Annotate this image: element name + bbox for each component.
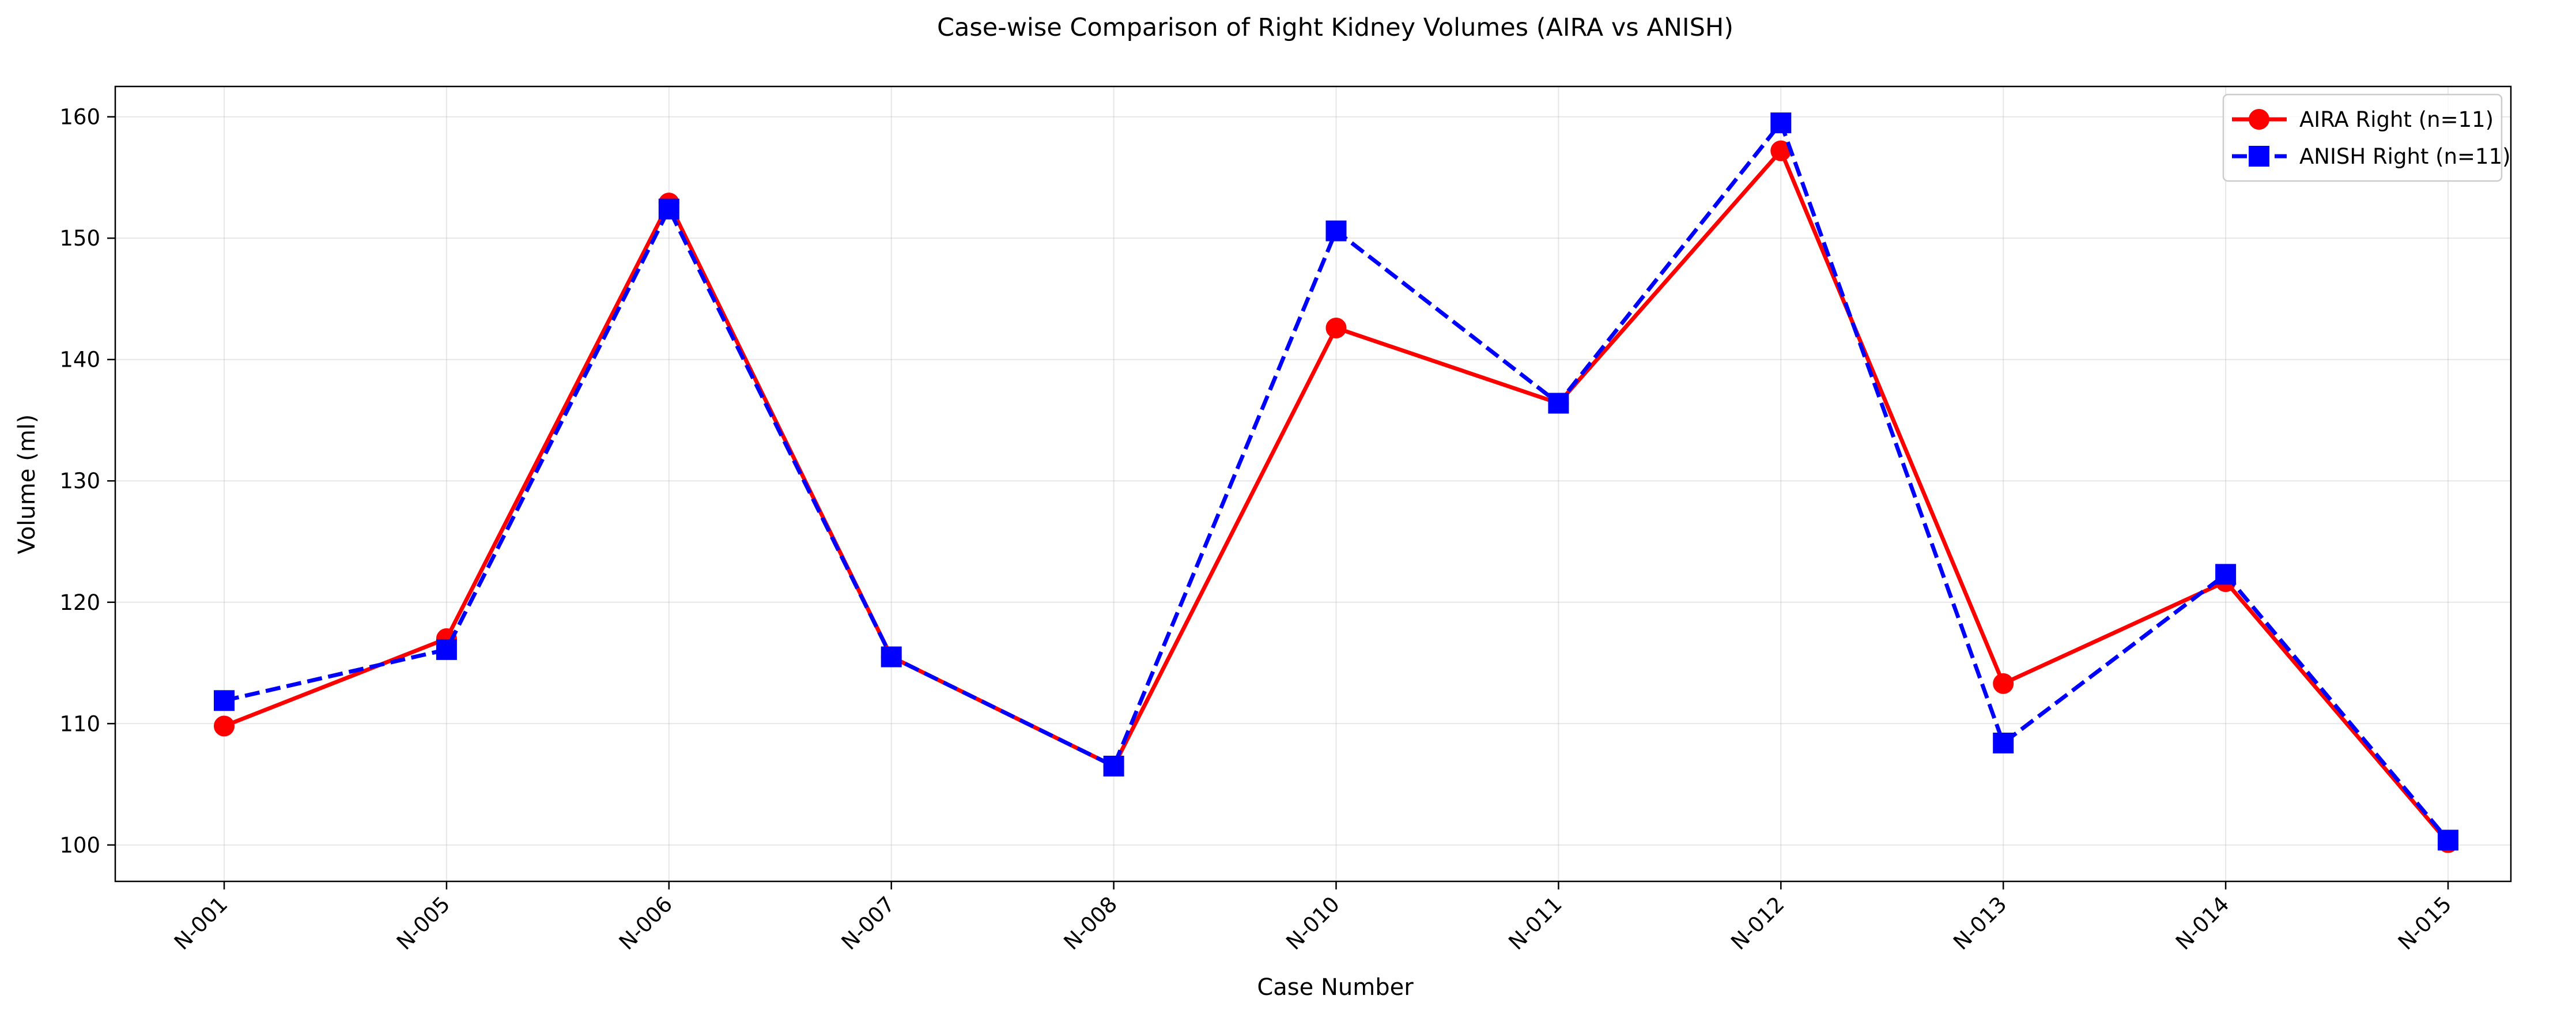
x-axis-label: Case Number xyxy=(1257,974,1414,1001)
legend-item: ANISH Right (n=11) xyxy=(2232,144,2511,169)
series-2 xyxy=(214,112,2458,851)
data-point xyxy=(1325,317,1347,338)
legend-item: AIRA Right (n=11) xyxy=(2232,107,2494,132)
y-tick-label: 150 xyxy=(59,226,100,251)
grid-layer xyxy=(115,86,2511,881)
data-point xyxy=(1993,732,2014,753)
data-point xyxy=(2215,564,2237,585)
y-tick-label: 120 xyxy=(59,590,100,615)
data-point xyxy=(1325,220,1347,242)
legend-marker xyxy=(2249,146,2269,167)
legend: AIRA Right (n=11) ANISH Right (n=11) xyxy=(2222,93,2511,182)
data-point xyxy=(214,715,235,737)
chart-title: Case-wise Comparison of Right Kidney Vol… xyxy=(937,13,1733,42)
plot-frame xyxy=(114,85,2512,883)
y-tick-label: 100 xyxy=(59,833,100,858)
y-tick-label: 130 xyxy=(59,469,100,493)
data-point xyxy=(658,198,679,220)
data-point xyxy=(1103,755,1124,776)
data-point xyxy=(436,639,457,660)
legend-box xyxy=(2222,93,2503,182)
y-tick-label: 160 xyxy=(59,105,100,130)
legend-label: ANISH Right (n=11) xyxy=(2299,144,2511,169)
y-axis-label: Volume (ml) xyxy=(14,414,40,555)
legend-label: AIRA Right (n=11) xyxy=(2299,107,2494,132)
data-point xyxy=(1993,673,2014,694)
y-tick-label: 110 xyxy=(59,711,100,736)
data-point xyxy=(2438,830,2458,851)
data-point xyxy=(1770,112,1792,134)
data-point xyxy=(881,646,902,668)
legend-marker xyxy=(2249,109,2269,130)
data-point xyxy=(1548,393,1569,414)
y-tick-label: 140 xyxy=(59,348,100,372)
data-point xyxy=(214,690,235,711)
series-layer xyxy=(214,112,2458,853)
